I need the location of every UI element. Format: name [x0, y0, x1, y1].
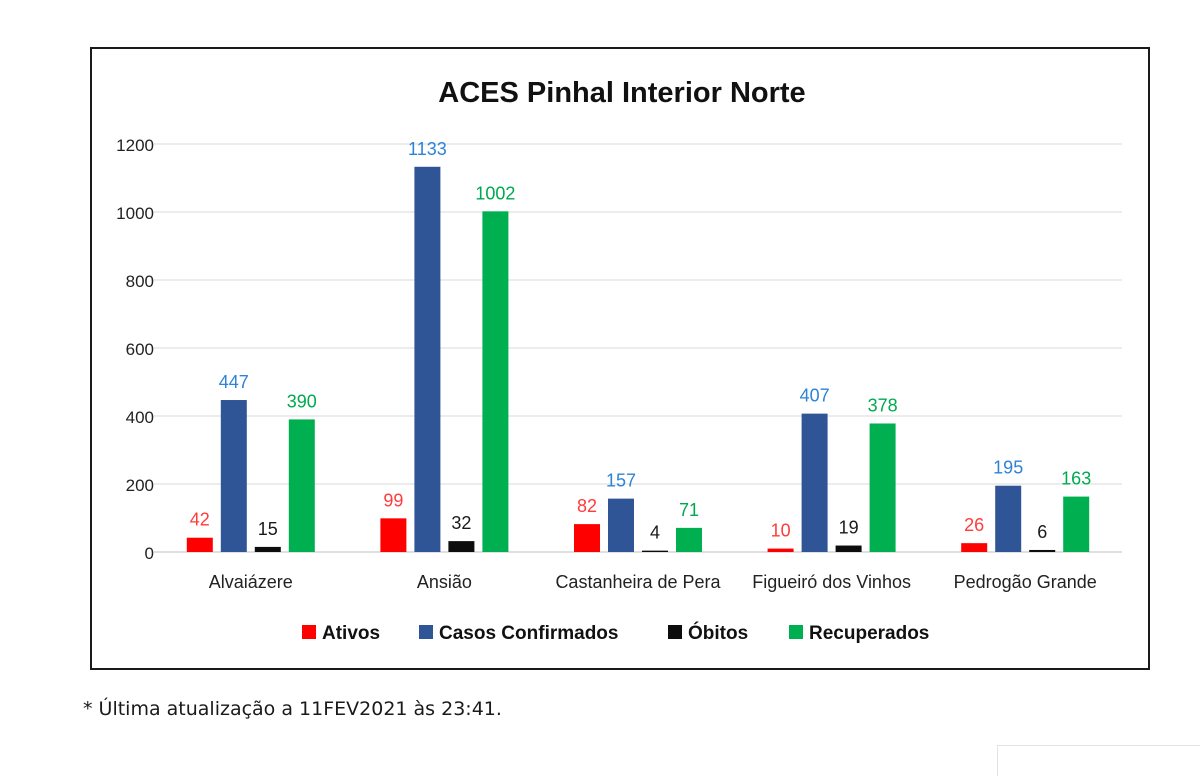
y-tick-label: 800 [126, 272, 154, 291]
bar-chart: ACES Pinhal Interior Norte 0 200 400 600 800… [116, 77, 1122, 644]
bar [482, 211, 509, 552]
data-label: 157 [606, 471, 636, 491]
bar [448, 541, 475, 552]
data-label: 82 [577, 496, 597, 516]
legend-label: Óbitos [688, 622, 748, 644]
bar [642, 550, 668, 552]
data-label: 4 [650, 523, 660, 543]
footnote: * Última atualização a 11FEV2021 às 23:4… [83, 698, 502, 720]
x-tick-label: Castanheira de Pera [555, 572, 721, 592]
bar [1063, 496, 1090, 552]
legend-label: Recuperados [809, 623, 929, 644]
bar [574, 524, 600, 552]
legend-swatch [789, 625, 803, 639]
legend-swatch [419, 625, 433, 639]
bar [835, 545, 862, 552]
legend-swatch [302, 625, 316, 639]
legend-label: Ativos [322, 623, 380, 644]
y-tick-label: 1200 [116, 136, 154, 155]
data-label: 15 [258, 519, 278, 539]
chart-title: ACES Pinhal Interior Norte [438, 77, 805, 109]
data-label: 407 [800, 386, 830, 406]
data-label: 447 [219, 372, 249, 392]
data-label: 390 [287, 391, 317, 411]
x-tick-label: Ansião [417, 572, 472, 592]
bar [961, 543, 988, 552]
y-tick-label: 400 [126, 408, 154, 427]
data-label: 6 [1037, 522, 1047, 542]
bar [767, 548, 794, 552]
data-label: 99 [383, 490, 403, 510]
y-tick-label: 200 [126, 476, 154, 495]
x-tick-label: Alvaiázere [209, 572, 293, 592]
bar [1029, 549, 1056, 552]
x-tick-label: Pedrogão Grande [954, 572, 1097, 592]
corner-box [997, 745, 1200, 776]
y-tick-label: 0 [145, 544, 154, 563]
data-label: 378 [868, 395, 898, 415]
bar [676, 527, 702, 552]
data-label: 10 [771, 521, 791, 541]
data-label: 26 [964, 515, 984, 535]
data-label: 32 [451, 513, 471, 533]
data-label: 163 [1061, 469, 1091, 489]
bar [186, 537, 213, 552]
bar [380, 518, 407, 552]
y-tick-label: 600 [126, 340, 154, 359]
data-label: 195 [993, 458, 1023, 478]
chart-frame: ACES Pinhal Interior Norte 0 200 400 600 800… [90, 47, 1150, 670]
x-tick-label: Figueiró dos Vinhos [752, 572, 911, 592]
bar [869, 423, 896, 552]
legend-label: Casos Confirmados [439, 623, 618, 644]
bar [254, 546, 281, 552]
data-label: 1002 [475, 183, 515, 203]
data-label: 19 [839, 518, 859, 538]
bar [995, 485, 1022, 552]
bar [414, 166, 441, 552]
bar [608, 498, 634, 552]
bar [220, 400, 247, 552]
y-tick-label: 1000 [116, 204, 154, 223]
data-label: 71 [679, 500, 699, 520]
bar [801, 413, 828, 552]
legend-swatch [668, 625, 682, 639]
data-label: 1133 [408, 139, 447, 159]
bar [288, 419, 315, 552]
data-label: 42 [190, 510, 210, 530]
